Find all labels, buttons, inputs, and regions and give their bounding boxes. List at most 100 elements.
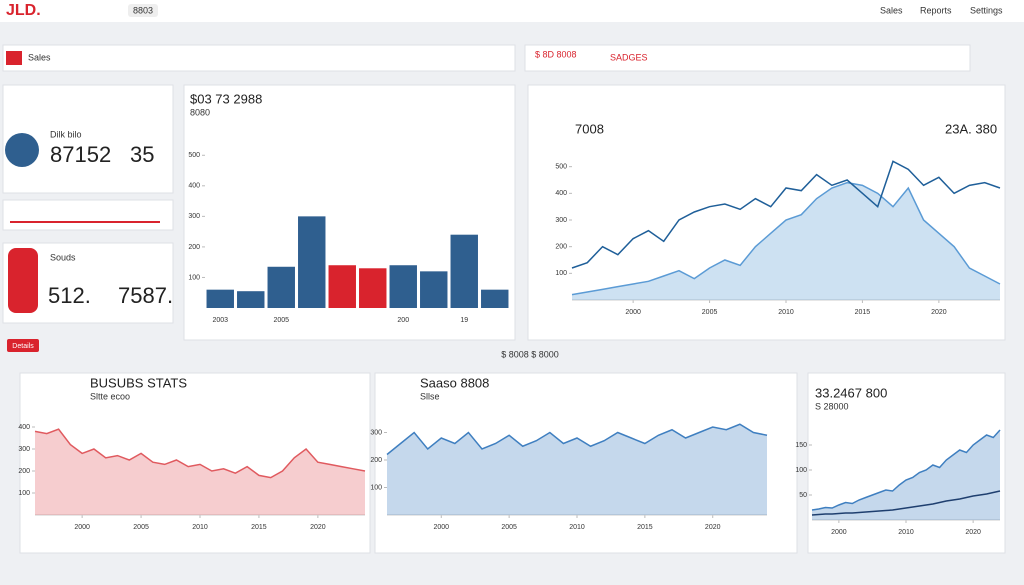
line <box>811 490 1001 516</box>
x-tick-label: 2010 <box>569 524 585 531</box>
y-tick-label: 400 <box>555 190 567 197</box>
y-tick-label: 150 <box>795 442 807 449</box>
y-tick-label: 200 <box>555 244 567 251</box>
area <box>812 430 1000 520</box>
search-box[interactable] <box>128 4 158 17</box>
y-tick-label: 50 <box>799 492 807 499</box>
y-tick-label: 500 <box>188 152 200 159</box>
y-tick-label: 100 <box>555 270 567 277</box>
filter-text: $ 8D 8008 <box>535 49 577 59</box>
area <box>387 424 767 515</box>
line <box>571 181 1001 296</box>
y-tick-label: 500 <box>555 164 567 171</box>
bar <box>267 266 295 308</box>
x-tick-label: 2000 <box>433 524 449 531</box>
chart-title: BUSUBS STATS <box>90 375 187 390</box>
x-tick-label: 2020 <box>310 524 326 531</box>
chart-panel <box>527 84 1006 341</box>
kpi-value: 87152 <box>50 142 111 167</box>
button-label: Details <box>12 343 34 350</box>
line <box>571 160 1001 269</box>
line <box>811 429 1001 511</box>
caption: $ 8008 $ 8000 <box>501 349 559 359</box>
bar <box>298 216 326 308</box>
y-tick-label: 400 <box>188 183 200 190</box>
line <box>386 423 768 456</box>
chart-panel <box>374 372 798 554</box>
chart-subtitle: Sltte ecoo <box>90 391 130 401</box>
y-tick-label: 300 <box>188 213 200 220</box>
x-tick-label: 2020 <box>965 529 981 536</box>
chart-title: 33.2467 800 <box>815 385 887 400</box>
y-tick-label: 300 <box>18 446 30 453</box>
chart-subtitle: 8080 <box>190 107 210 117</box>
x-tick-label: 2020 <box>705 524 721 531</box>
x-tick-label: 2005 <box>273 317 289 324</box>
bar <box>359 268 387 308</box>
bar <box>237 291 265 308</box>
kpi-delta: 35 <box>130 142 154 167</box>
nav-item[interactable]: Sales <box>880 5 903 15</box>
kpi-icon <box>5 133 39 167</box>
area <box>35 429 365 515</box>
button[interactable] <box>7 339 39 352</box>
kpi-label: Dilk bilo <box>50 129 82 139</box>
line <box>34 428 366 479</box>
bar <box>206 289 234 308</box>
nav-item[interactable]: Settings <box>970 5 1003 15</box>
x-tick-label: 2015 <box>637 524 653 531</box>
x-tick-label: 200 <box>397 317 409 324</box>
bar <box>481 289 509 308</box>
tab-icon[interactable] <box>6 51 22 65</box>
kpi-value: 512. <box>48 283 91 308</box>
x-tick-label: 19 <box>460 317 468 324</box>
logo: JLD. <box>6 2 41 19</box>
chart-title: 7008 <box>575 121 604 136</box>
filter-bar <box>524 44 971 72</box>
kpi-strip <box>2 199 174 231</box>
x-tick-label: 2005 <box>702 309 718 316</box>
bar <box>420 271 448 308</box>
y-tick-label: 100 <box>370 484 382 491</box>
nav-item[interactable]: Reports <box>920 5 952 15</box>
y-tick-label: 200 <box>188 244 200 251</box>
header <box>0 0 1024 22</box>
chart-subtitle: 23A. 380 <box>945 121 997 136</box>
x-tick-label: 2015 <box>251 524 267 531</box>
y-tick-label: 300 <box>370 429 382 436</box>
x-tick-label: 2005 <box>133 524 149 531</box>
toolbar <box>2 44 516 72</box>
kpi-label: Souds <box>50 252 76 262</box>
toolbar-tab[interactable]: Sales <box>28 52 51 62</box>
chart-panel <box>19 372 371 554</box>
chart-subtitle: Sllse <box>420 391 440 401</box>
bar <box>328 265 356 308</box>
badge: SADGES <box>610 52 648 62</box>
chart-title: $03 73 2988 <box>190 91 262 106</box>
y-tick-label: 400 <box>18 424 30 431</box>
x-tick-label: 2010 <box>898 529 914 536</box>
y-tick-label: 200 <box>370 457 382 464</box>
y-tick-label: 100 <box>188 274 200 281</box>
x-tick-label: 2010 <box>778 309 794 316</box>
x-tick-label: 2015 <box>855 309 871 316</box>
x-tick-label: 2020 <box>931 309 947 316</box>
x-tick-label: 2000 <box>625 309 641 316</box>
x-tick-label: 2000 <box>831 529 847 536</box>
x-tick-label: 2010 <box>192 524 208 531</box>
y-tick-label: 100 <box>18 490 30 497</box>
kpi-delta: 7587. <box>118 283 173 308</box>
bar <box>450 234 478 308</box>
y-tick-label: 300 <box>555 217 567 224</box>
kpi-icon <box>8 248 38 313</box>
x-tick-label: 2000 <box>74 524 90 531</box>
y-tick-label: 200 <box>18 468 30 475</box>
y-tick-label: 100 <box>795 467 807 474</box>
x-tick-label: 2005 <box>501 524 517 531</box>
x-tick-label: 2003 <box>212 317 228 324</box>
search-text: 8803 <box>133 5 153 15</box>
chart-subtitle: S 28000 <box>815 401 849 411</box>
bar <box>389 265 417 308</box>
chart-title: Saaso 8808 <box>420 375 489 390</box>
